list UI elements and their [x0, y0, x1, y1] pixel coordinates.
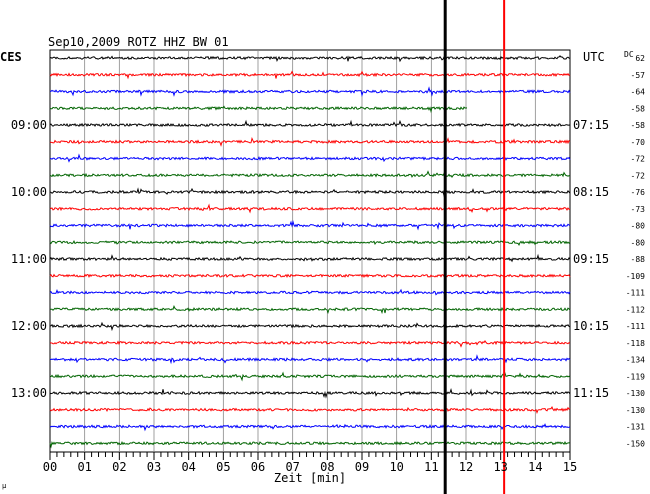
left-time-labels: 09:00 10:00 11:00 12:00 13:00 [11, 118, 47, 400]
trace-row-22 [49, 406, 571, 415]
trace-row-21 [49, 388, 571, 399]
dc-value: -119 [626, 372, 645, 381]
trace-row-2 [49, 70, 571, 80]
x-tick-label: 11 [424, 460, 438, 474]
x-tick-label: 12 [459, 460, 473, 474]
dc-value: -130 [626, 406, 645, 415]
dc-value: -88 [631, 255, 646, 264]
trace-row-11 [49, 219, 571, 231]
trace-row-5 [49, 119, 571, 128]
left-timezone-label: CES [0, 50, 22, 64]
trace-row-6 [49, 136, 571, 147]
x-tick-label: 15 [563, 460, 577, 474]
dc-value: -72 [631, 155, 646, 164]
dc-value: -80 [631, 222, 646, 231]
dc-value: -76 [631, 188, 646, 197]
x-tick-label: 02 [112, 460, 126, 474]
trace-row-9 [49, 187, 571, 198]
event-lines [443, 0, 506, 494]
dc-value: 62 [635, 54, 645, 63]
x-tick-label: 07 [285, 460, 299, 474]
right-time-labels: 07:15 08:15 09:15 10:15 11:15 [573, 118, 609, 400]
trace-row-19 [50, 354, 571, 365]
dc-value: -112 [626, 305, 645, 314]
dc-value: -150 [626, 439, 645, 448]
x-tick-label: 13 [493, 460, 507, 474]
trace-row-15 [49, 288, 571, 296]
dc-value: -70 [631, 138, 646, 147]
right-timezone-label: UTC [583, 50, 605, 64]
corner-mark: µ [2, 482, 7, 490]
right-time-label: 11:15 [573, 386, 609, 400]
dc-label: DC [624, 50, 634, 59]
trace-row-24 [49, 441, 571, 449]
left-time-label: 10:00 [11, 185, 47, 199]
chart-title: Sep10,2009 ROTZ HHZ BW 01 [48, 35, 229, 49]
left-time-label: 09:00 [11, 118, 47, 132]
trace-row-20 [49, 371, 571, 382]
right-time-label: 07:15 [573, 118, 609, 132]
dc-value: -134 [626, 356, 645, 365]
trace-row-12 [49, 237, 571, 246]
grid [84, 50, 536, 452]
dc-value: -72 [631, 171, 646, 180]
x-tick-label: 04 [181, 460, 195, 474]
trace-row-1 [49, 55, 571, 63]
left-time-label: 12:00 [11, 319, 47, 333]
dc-value: -111 [626, 289, 645, 298]
x-tick-label: 08 [320, 460, 334, 474]
left-time-label: 13:00 [11, 386, 47, 400]
x-tick-label: 09 [355, 460, 369, 474]
dc-value: -118 [626, 339, 645, 348]
x-tick-label: 10 [389, 460, 403, 474]
trace-row-10 [49, 203, 571, 214]
trace-row-7 [49, 153, 571, 163]
right-time-label: 08:15 [573, 185, 609, 199]
left-time-label: 11:00 [11, 252, 47, 266]
dc-value: -64 [631, 88, 646, 97]
dc-value: -109 [626, 272, 645, 281]
right-time-label: 09:15 [573, 252, 609, 266]
x-tick-label: 03 [147, 460, 161, 474]
dc-value: -80 [631, 238, 646, 247]
dc-value: -58 [631, 121, 646, 130]
x-tick-label: 05 [216, 460, 230, 474]
trace-row-23 [49, 423, 571, 432]
dc-values: 62 -57 -64 -58 -58 -70 -72 -72 -76 -73 -80 -80 -88 -1… [626, 54, 645, 448]
trace-row-14 [49, 273, 571, 278]
dc-value: -57 [631, 71, 646, 80]
right-time-label: 10:15 [573, 319, 609, 333]
trace-row-4 [49, 105, 468, 114]
trace-row-8 [49, 170, 571, 179]
x-axis: 00 01 02 03 04 05 06 07 08 09 10 11 12 13 14 15 [43, 452, 577, 474]
x-axis-label: Zeit [min] [274, 471, 346, 485]
dc-value: -130 [626, 389, 645, 398]
x-tick-label: 00 [43, 460, 57, 474]
traces [49, 55, 571, 449]
x-tick-label: 01 [77, 460, 91, 474]
dc-value: -131 [626, 423, 645, 432]
x-tick-label: 06 [251, 460, 265, 474]
trace-row-18 [49, 339, 571, 348]
plot-frame [49, 49, 571, 453]
trace-row-3 [49, 86, 571, 97]
trace-row-16 [49, 304, 571, 315]
dc-value: -73 [631, 205, 646, 214]
trace-row-17 [49, 321, 571, 332]
dc-value: -58 [631, 104, 646, 113]
dc-value: -111 [626, 322, 645, 331]
x-tick-label: 14 [528, 460, 542, 474]
trace-row-13 [49, 253, 571, 263]
